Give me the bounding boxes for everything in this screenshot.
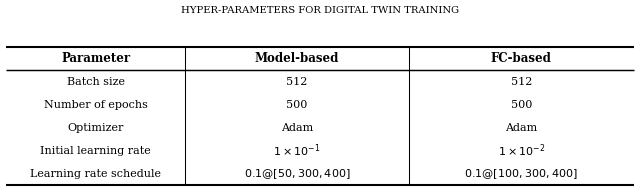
Text: 500: 500 <box>287 100 308 110</box>
Text: $0.1@[50, 300, 400]$: $0.1@[50, 300, 400]$ <box>244 167 351 181</box>
Text: Initial learning rate: Initial learning rate <box>40 146 151 156</box>
Text: 500: 500 <box>511 100 532 110</box>
Text: $0.1@[100, 300, 400]$: $0.1@[100, 300, 400]$ <box>465 167 578 181</box>
Text: HYPER-PARAMETERS FOR DIGITAL TWIN TRAINING: HYPER-PARAMETERS FOR DIGITAL TWIN TRAINI… <box>181 6 459 15</box>
Text: FC-based: FC-based <box>491 52 552 65</box>
Text: 512: 512 <box>511 77 532 87</box>
Text: Model-based: Model-based <box>255 52 339 65</box>
Text: Optimizer: Optimizer <box>68 123 124 133</box>
Text: Adam: Adam <box>281 123 313 133</box>
Text: $1 \times 10^{-2}$: $1 \times 10^{-2}$ <box>497 142 545 159</box>
Text: Number of epochs: Number of epochs <box>44 100 148 110</box>
Text: $1 \times 10^{-1}$: $1 \times 10^{-1}$ <box>273 142 321 159</box>
Text: Adam: Adam <box>505 123 538 133</box>
Text: Learning rate schedule: Learning rate schedule <box>30 169 161 179</box>
Text: 512: 512 <box>287 77 308 87</box>
Text: Batch size: Batch size <box>67 77 125 87</box>
Text: Parameter: Parameter <box>61 52 131 65</box>
